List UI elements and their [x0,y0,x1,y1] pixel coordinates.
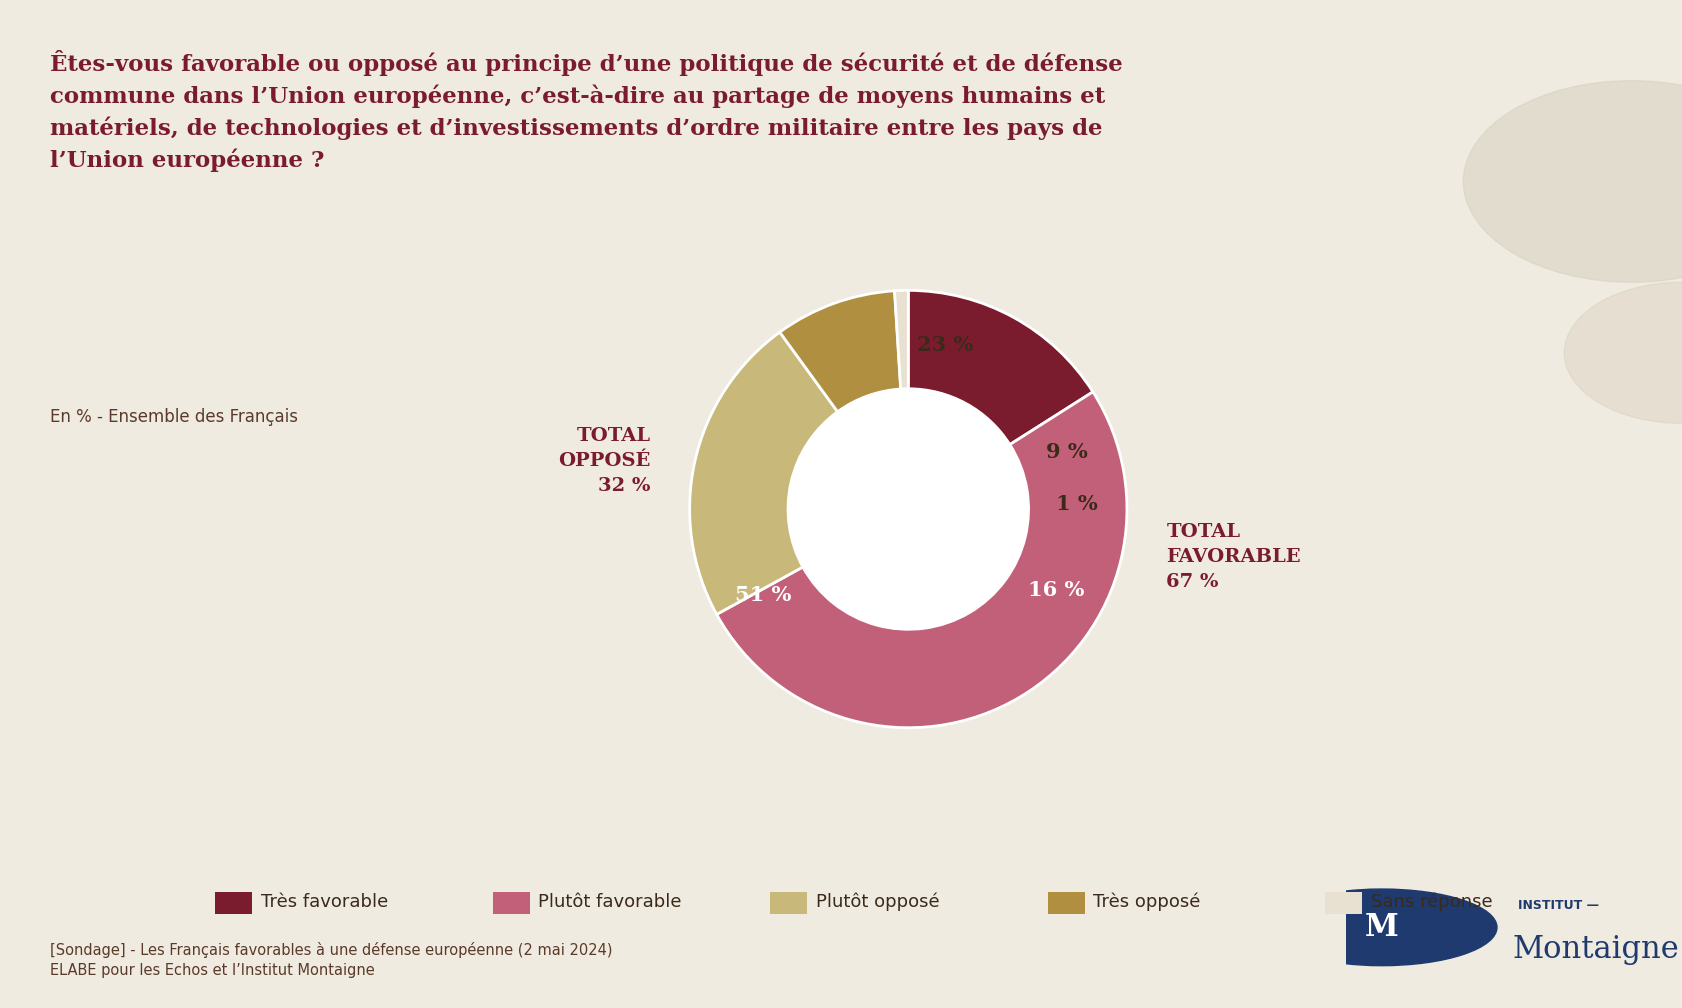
Text: Plutôt opposé: Plutôt opposé [816,893,939,911]
Text: ELABE pour les Echos et l’Institut Montaigne: ELABE pour les Echos et l’Institut Monta… [50,963,375,978]
Text: En % - Ensemble des Français: En % - Ensemble des Français [50,408,298,426]
Wedge shape [717,392,1127,728]
Wedge shape [690,333,838,615]
Wedge shape [895,290,908,389]
Text: 1 %: 1 % [1056,494,1097,514]
Text: [Sondage] - Les Français favorables à une défense européenne (2 mai 2024): [Sondage] - Les Français favorables à un… [50,942,612,959]
Wedge shape [780,291,902,411]
Text: Êtes-vous favorable ou opposé au principe d’une politique de sécurité et de défe: Êtes-vous favorable ou opposé au princip… [50,50,1124,172]
Text: INSTITUT —: INSTITUT — [1519,899,1600,911]
Circle shape [787,389,1029,629]
Text: 16 %: 16 % [1028,581,1083,600]
Text: Très favorable: Très favorable [261,893,389,911]
Text: M: M [1366,912,1399,942]
Text: 23 %: 23 % [917,335,974,355]
Wedge shape [908,290,1093,445]
Text: 51 %: 51 % [735,585,792,605]
Text: TOTAL
OPPOSÉ
32 %: TOTAL OPPOSÉ 32 % [558,427,651,495]
Text: TOTAL
FAVORABLE
67 %: TOTAL FAVORABLE 67 % [1166,523,1300,591]
Text: Montaigne: Montaigne [1512,934,1679,965]
Text: 9 %: 9 % [1046,442,1088,462]
Circle shape [1267,889,1497,966]
Text: Très opposé: Très opposé [1093,893,1201,911]
Text: Sans réponse: Sans réponse [1371,893,1492,911]
Text: Plutôt favorable: Plutôt favorable [538,893,681,911]
